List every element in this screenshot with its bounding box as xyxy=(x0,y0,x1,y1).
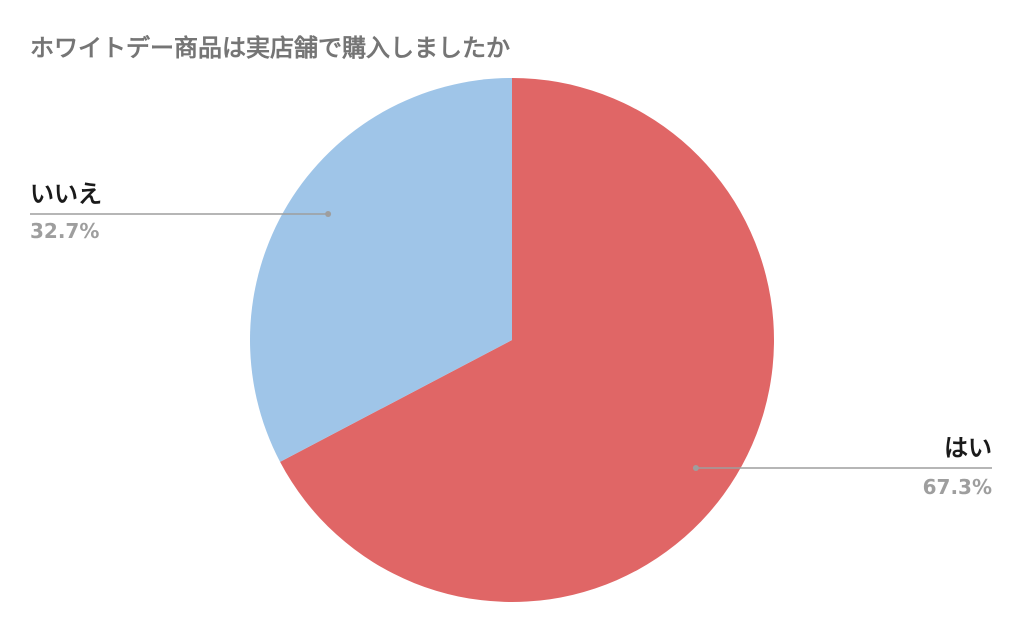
pie-slice-1 xyxy=(250,78,512,462)
slice-label-0: はい xyxy=(944,434,992,462)
pie-slice-0 xyxy=(280,78,775,602)
pie-slices xyxy=(250,78,775,602)
slice-value-label-0: 67.3% xyxy=(923,475,992,499)
pie-labels: はい 67.3% いいえ 32.7% xyxy=(30,180,992,499)
chart-title: ホワイトデー商品は実店舗で購入しましたか xyxy=(30,34,510,62)
slice-value-label-1: 32.7% xyxy=(30,219,99,243)
slice-label-1: いいえ xyxy=(30,180,102,208)
